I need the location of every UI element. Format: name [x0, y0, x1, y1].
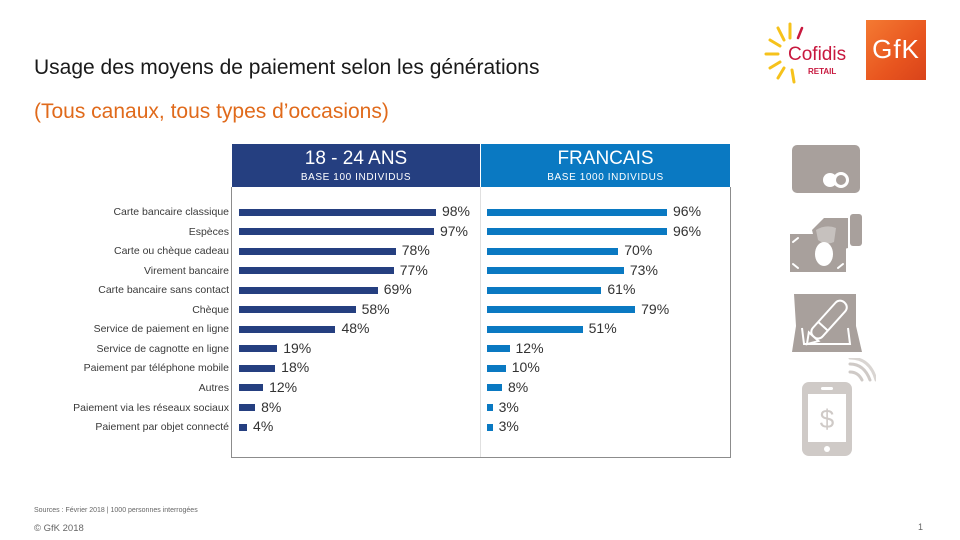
bar-francais [487, 267, 624, 275]
page-subtitle: (Tous canaux, tous types d’occasions) [34, 100, 389, 123]
category-label: Paiement via les réseaux sociaux [73, 401, 229, 414]
svg-text:$: $ [820, 404, 835, 434]
credit-card-icon [792, 145, 860, 200]
chart-divider [480, 187, 481, 457]
bar-francais [487, 247, 619, 255]
gfk-logo-text: GfK [872, 34, 920, 64]
footer-copyright: © GfK 2018 [34, 523, 84, 534]
bar-francais [487, 423, 493, 431]
value-label-18-24: 58% [361, 300, 390, 317]
value-label-francais: 70% [624, 242, 653, 259]
page-number: 1 [918, 522, 924, 532]
bar-francais [487, 286, 602, 294]
category-label: Carte ou chèque cadeau [113, 245, 229, 258]
bar-francais [487, 306, 636, 314]
header-18-24-title: 18 - 24 ANS [304, 148, 408, 169]
value-label-18-24: 48% [341, 320, 370, 337]
bar-18-24 [239, 286, 378, 294]
category-label: Virement bancaire [143, 264, 229, 277]
bar-francais [487, 384, 502, 392]
gfk-logo: GfK [866, 20, 926, 80]
value-label-francais: 96% [673, 203, 702, 219]
bar-18-24 [239, 306, 356, 314]
category-label: Service de cagnotte en ligne [96, 342, 229, 355]
bar-francais [487, 325, 583, 333]
bar-francais [487, 345, 510, 353]
svg-text:RETAIL: RETAIL [808, 67, 836, 76]
bar-18-24 [239, 325, 336, 333]
bar-francais [487, 208, 667, 216]
header-18-24: 18 - 24 ANS BASE 100 INDIVIDUS [232, 144, 480, 187]
category-label: Paiement par téléphone mobile [83, 362, 229, 375]
value-label-francais: 51% [588, 320, 617, 337]
category-label: Autres [198, 381, 229, 394]
value-label-18-24: 77% [399, 261, 428, 278]
header-18-24-base: BASE 100 INDIVIDUS [300, 172, 412, 183]
category-label: Carte bancaire sans contact [98, 284, 229, 297]
bar-18-24 [239, 228, 434, 236]
svg-text:Cofidis: Cofidis [788, 44, 846, 65]
value-label-18-24: 12% [269, 378, 298, 395]
value-label-francais: 8% [508, 378, 529, 395]
footer-sources: Sources : Février 2018 | 1000 personnes … [34, 507, 198, 514]
cheque-pen-icon [792, 290, 862, 357]
chart-frame [231, 187, 731, 458]
value-label-francais: 3% [498, 398, 519, 415]
cash-in-hand-icon [790, 212, 864, 277]
value-label-francais: 96% [673, 222, 702, 239]
cofidis-logo: Cofidis RETAIL [764, 18, 864, 84]
cofidis-sun-icon: Cofidis RETAIL [764, 22, 846, 84]
bar-18-24 [239, 404, 256, 411]
category-label: Service de paiement en ligne [93, 323, 229, 336]
bar-18-24 [239, 423, 248, 431]
value-label-francais: 10% [511, 359, 540, 376]
mobile-payment-icon: $ [800, 356, 878, 463]
header-francais: FRANCAIS BASE 1000 INDIVIDUS [481, 144, 730, 187]
bar-18-24 [239, 345, 278, 353]
bar-18-24 [239, 267, 394, 275]
category-label: Carte bancaire classique [113, 206, 229, 218]
value-label-francais: 73% [629, 261, 658, 278]
bar-18-24 [239, 364, 276, 372]
category-label: Paiement par objet connecté [95, 421, 229, 434]
bar-18-24 [239, 247, 396, 255]
value-label-francais: 61% [607, 281, 636, 298]
bar-18-24 [239, 208, 436, 216]
value-label-18-24: 78% [401, 242, 430, 259]
value-label-18-24: 8% [261, 398, 282, 415]
value-label-francais: 3% [498, 418, 519, 435]
value-label-18-24: 97% [439, 222, 468, 239]
value-label-18-24: 98% [441, 203, 470, 219]
value-label-18-24: 4% [253, 418, 274, 435]
category-label: Chèque [192, 303, 229, 316]
value-label-francais: 12% [515, 339, 544, 356]
bar-francais [487, 364, 506, 372]
category-label: Espèces [188, 225, 229, 238]
value-label-18-24: 18% [281, 359, 310, 376]
header-francais-base: BASE 1000 INDIVIDUS [547, 172, 664, 183]
value-label-francais: 79% [641, 300, 670, 317]
value-label-18-24: 19% [283, 339, 312, 356]
page-title: Usage des moyens de paiement selon les g… [34, 56, 540, 79]
bar-francais [487, 404, 493, 411]
bar-18-24 [239, 384, 264, 392]
header-francais-title: FRANCAIS [557, 148, 654, 169]
bar-francais [487, 228, 667, 236]
value-label-18-24: 69% [383, 281, 412, 298]
